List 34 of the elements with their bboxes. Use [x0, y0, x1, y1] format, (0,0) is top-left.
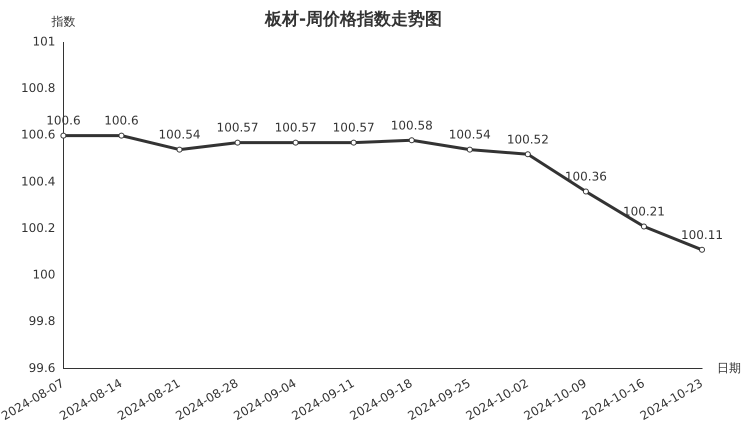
point: [524, 151, 531, 158]
point: [118, 132, 124, 139]
y-tick-label: 100.6: [21, 128, 56, 142]
y-tick-label: 99.6: [28, 360, 56, 375]
y-tick-label: 100.8: [21, 81, 56, 96]
point: [408, 137, 415, 144]
point: [699, 246, 705, 253]
data-label: 100.57: [274, 120, 317, 135]
data-label: 100.36: [564, 170, 607, 184]
point: [582, 188, 589, 195]
data-label: 100.11: [681, 228, 723, 242]
point: [234, 140, 241, 146]
x-axis-title: 日期: [717, 360, 741, 375]
y-tick-label: 99.8: [28, 314, 56, 328]
y-tick-label: 100: [32, 268, 56, 282]
point: [292, 140, 299, 146]
data-label: 100.54: [448, 128, 491, 142]
chart-title: 板材-周价格指数走势图: [264, 10, 442, 30]
data-label: 100.6: [104, 114, 139, 128]
y-axis-title: 指数: [50, 14, 76, 29]
y-tick-label: 101: [32, 34, 56, 49]
data-label: 100.57: [332, 120, 375, 135]
point: [60, 132, 66, 139]
data-label: 100.54: [158, 128, 201, 142]
point: [350, 140, 357, 146]
y-tick-label: 100.2: [21, 220, 56, 235]
y-tick-label: 100.4: [21, 174, 56, 188]
point: [176, 146, 183, 153]
data-label: 100.58: [390, 118, 433, 132]
data-label: 100.21: [622, 204, 665, 219]
data-label: 100.57: [216, 120, 259, 135]
point: [466, 146, 473, 153]
point: [640, 224, 647, 230]
data-label: 100.52: [506, 132, 549, 146]
